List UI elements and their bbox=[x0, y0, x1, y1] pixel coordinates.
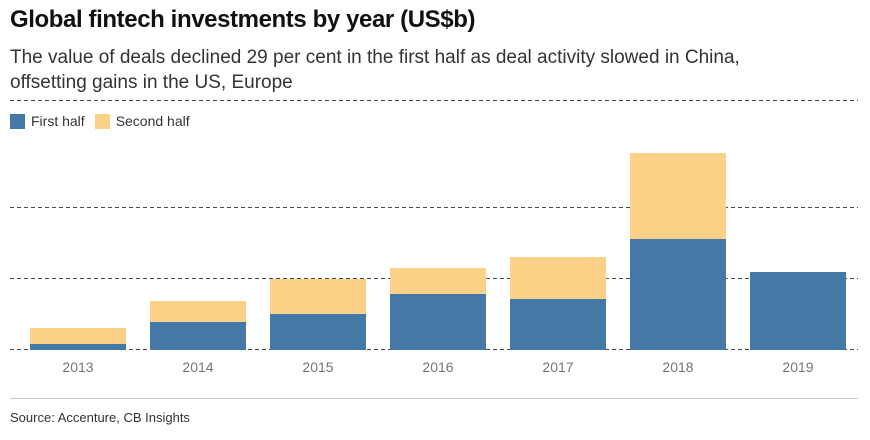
header-separator-dashed-line bbox=[10, 100, 858, 101]
legend-label-second-half: Second half bbox=[115, 113, 190, 129]
chart-subtitle: The value of deals declined 29 per cent … bbox=[10, 45, 840, 95]
plot-area bbox=[10, 103, 858, 350]
legend: First half Second half bbox=[10, 113, 190, 129]
x-axis-label-2017: 2017 bbox=[542, 359, 574, 375]
legend-label-first-half: First half bbox=[31, 113, 85, 129]
bar-2017 bbox=[510, 256, 606, 350]
chart-subtitle-line-1: The value of deals declined 29 per cent … bbox=[10, 47, 740, 68]
x-axis-label-2016: 2016 bbox=[422, 359, 454, 375]
bar-2018-second-half-segment bbox=[630, 153, 726, 239]
x-axis-labels: 2013 2014 2015 2016 2017 2018 2019 bbox=[10, 359, 858, 375]
gridline-40 bbox=[10, 206, 858, 208]
bar-2019-first-half-segment bbox=[750, 271, 846, 350]
bar-slot-2018 bbox=[618, 103, 738, 350]
bar-2016-first-half-segment bbox=[390, 294, 486, 350]
bar-2013 bbox=[30, 327, 126, 350]
chart-subtitle-line-2: offsetting gains in the US, Europe bbox=[10, 72, 293, 93]
bar-2015 bbox=[270, 278, 366, 350]
x-axis-label-2013: 2013 bbox=[62, 359, 94, 375]
bar-2018-first-half-segment bbox=[630, 238, 726, 350]
first-half-swatch bbox=[10, 113, 25, 129]
bar-2014 bbox=[150, 300, 246, 350]
x-axis-label-2018: 2018 bbox=[662, 359, 694, 375]
bar-2018 bbox=[630, 153, 726, 350]
bar-2015-second-half-segment bbox=[270, 278, 366, 315]
bar-2014-second-half-segment bbox=[150, 300, 246, 323]
second-half-swatch bbox=[94, 113, 110, 129]
chart-title: Global fintech investments by year (US$b… bbox=[10, 6, 476, 33]
bar-slot-2014 bbox=[138, 103, 258, 350]
x-axis-label-2015: 2015 bbox=[302, 359, 334, 375]
bar-2015-first-half-segment bbox=[270, 314, 366, 350]
legend-item-first-half: First half bbox=[10, 113, 85, 129]
bar-2013-second-half-segment bbox=[30, 327, 126, 344]
bar-slot-2015 bbox=[258, 103, 378, 350]
bar-2014-first-half-segment bbox=[150, 322, 246, 350]
x-axis-label-2014: 2014 bbox=[182, 359, 214, 375]
bar-2016 bbox=[390, 267, 486, 350]
bar-slot-2016 bbox=[378, 103, 498, 350]
bars bbox=[10, 103, 858, 350]
bar-2016-second-half-segment bbox=[390, 267, 486, 295]
bar-slot-2019 bbox=[738, 103, 858, 350]
source-note: Source: Accenture, CB Insights bbox=[10, 410, 190, 425]
x-axis-label-2019: 2019 bbox=[782, 359, 814, 375]
bar-2017-first-half-segment bbox=[510, 299, 606, 350]
bar-slot-2013 bbox=[18, 103, 138, 350]
source-divider bbox=[10, 398, 858, 399]
bar-2019 bbox=[750, 271, 846, 350]
bar-slot-2017 bbox=[498, 103, 618, 350]
bar-2017-second-half-segment bbox=[510, 256, 606, 300]
bar-2013-first-half-segment bbox=[30, 343, 126, 350]
legend-item-second-half: Second half bbox=[94, 113, 190, 129]
